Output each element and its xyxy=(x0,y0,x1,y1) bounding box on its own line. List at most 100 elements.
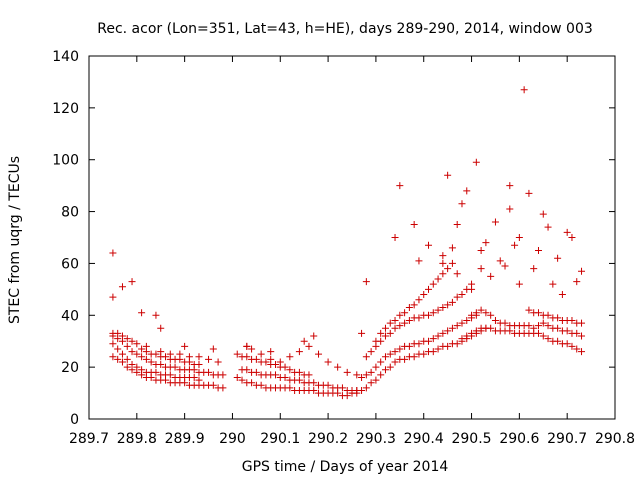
data-point xyxy=(157,324,165,332)
x-tick-label: 290.4 xyxy=(404,431,444,447)
data-point xyxy=(123,335,131,343)
data-point xyxy=(477,246,485,254)
data-point xyxy=(453,322,461,330)
data-point xyxy=(544,311,552,319)
data-point xyxy=(578,348,586,356)
data-point xyxy=(477,306,485,314)
data-point xyxy=(118,283,126,291)
data-point xyxy=(396,311,404,319)
data-point xyxy=(114,355,122,363)
data-point xyxy=(233,350,241,358)
data-point xyxy=(525,322,533,330)
data-point xyxy=(573,345,581,353)
data-point xyxy=(458,335,466,343)
data-point xyxy=(558,291,566,299)
y-tick-label: 140 xyxy=(52,49,79,65)
data-point xyxy=(453,340,461,348)
y-tick-label: 60 xyxy=(61,256,79,272)
data-point xyxy=(534,309,542,317)
y-tick-label: 0 xyxy=(70,412,79,428)
x-tick-label: 290.2 xyxy=(308,431,348,447)
data-point xyxy=(257,381,265,389)
data-point xyxy=(219,384,227,392)
data-point xyxy=(410,353,418,361)
data-point xyxy=(415,340,423,348)
data-point xyxy=(123,363,131,371)
data-point xyxy=(391,316,399,324)
data-point xyxy=(544,335,552,343)
data-point xyxy=(209,381,217,389)
y-tick-label: 80 xyxy=(61,205,79,221)
data-point xyxy=(248,379,256,387)
data-point xyxy=(415,296,423,304)
data-point xyxy=(138,353,146,361)
data-point xyxy=(219,371,227,379)
x-axis: 289.7 289.8 289.9 290 290.1 290.2 290.3 290.4 29… xyxy=(69,56,635,447)
data-point xyxy=(386,329,394,337)
data-point xyxy=(506,205,514,213)
data-point xyxy=(444,327,452,335)
data-point xyxy=(425,285,433,293)
data-point xyxy=(425,337,433,345)
data-point xyxy=(401,309,409,317)
data-point xyxy=(248,345,256,353)
data-point xyxy=(118,358,126,366)
data-point xyxy=(396,182,404,190)
data-point xyxy=(429,280,437,288)
data-point xyxy=(377,371,385,379)
data-point xyxy=(209,345,217,353)
data-point xyxy=(372,337,380,345)
data-point xyxy=(243,342,251,350)
data-point xyxy=(123,355,131,363)
y-axis-label: STEC from uqrg / TECUs xyxy=(7,156,23,324)
data-point xyxy=(425,311,433,319)
data-point xyxy=(534,322,542,330)
data-point xyxy=(310,332,318,340)
data-point xyxy=(386,350,394,358)
data-point xyxy=(468,285,476,293)
data-point xyxy=(377,329,385,337)
data-point xyxy=(434,332,442,340)
data-point xyxy=(271,371,279,379)
x-tick-label: 289.9 xyxy=(165,431,205,447)
data-point xyxy=(128,337,136,345)
data-point xyxy=(190,374,198,382)
data-point xyxy=(386,319,394,327)
data-point xyxy=(362,353,370,361)
data-point xyxy=(515,280,523,288)
data-point xyxy=(238,376,246,384)
data-point xyxy=(109,293,117,301)
data-point xyxy=(286,366,294,374)
data-point xyxy=(348,389,356,397)
data-point xyxy=(138,309,146,317)
data-point xyxy=(181,342,189,350)
data-point xyxy=(410,221,418,229)
data-point xyxy=(205,355,213,363)
data-point xyxy=(391,348,399,356)
data-point xyxy=(252,368,260,376)
y-tick-label: 100 xyxy=(52,153,79,169)
data-point xyxy=(142,355,150,363)
data-point xyxy=(448,298,456,306)
data-point xyxy=(439,329,447,337)
data-point xyxy=(401,319,409,327)
x-tick-label: 290 xyxy=(219,431,246,447)
data-point xyxy=(511,241,519,249)
x-tick-label: 290.5 xyxy=(451,431,491,447)
data-point xyxy=(410,301,418,309)
data-point xyxy=(405,342,413,350)
data-point xyxy=(138,345,146,353)
data-point xyxy=(458,319,466,327)
data-point xyxy=(195,353,203,361)
data-point xyxy=(358,386,366,394)
data-point xyxy=(295,376,303,384)
data-point xyxy=(420,291,428,299)
data-point xyxy=(300,337,308,345)
data-point xyxy=(362,384,370,392)
data-point xyxy=(128,278,136,286)
data-point xyxy=(539,332,547,340)
data-point xyxy=(554,254,562,262)
data-point xyxy=(372,363,380,371)
